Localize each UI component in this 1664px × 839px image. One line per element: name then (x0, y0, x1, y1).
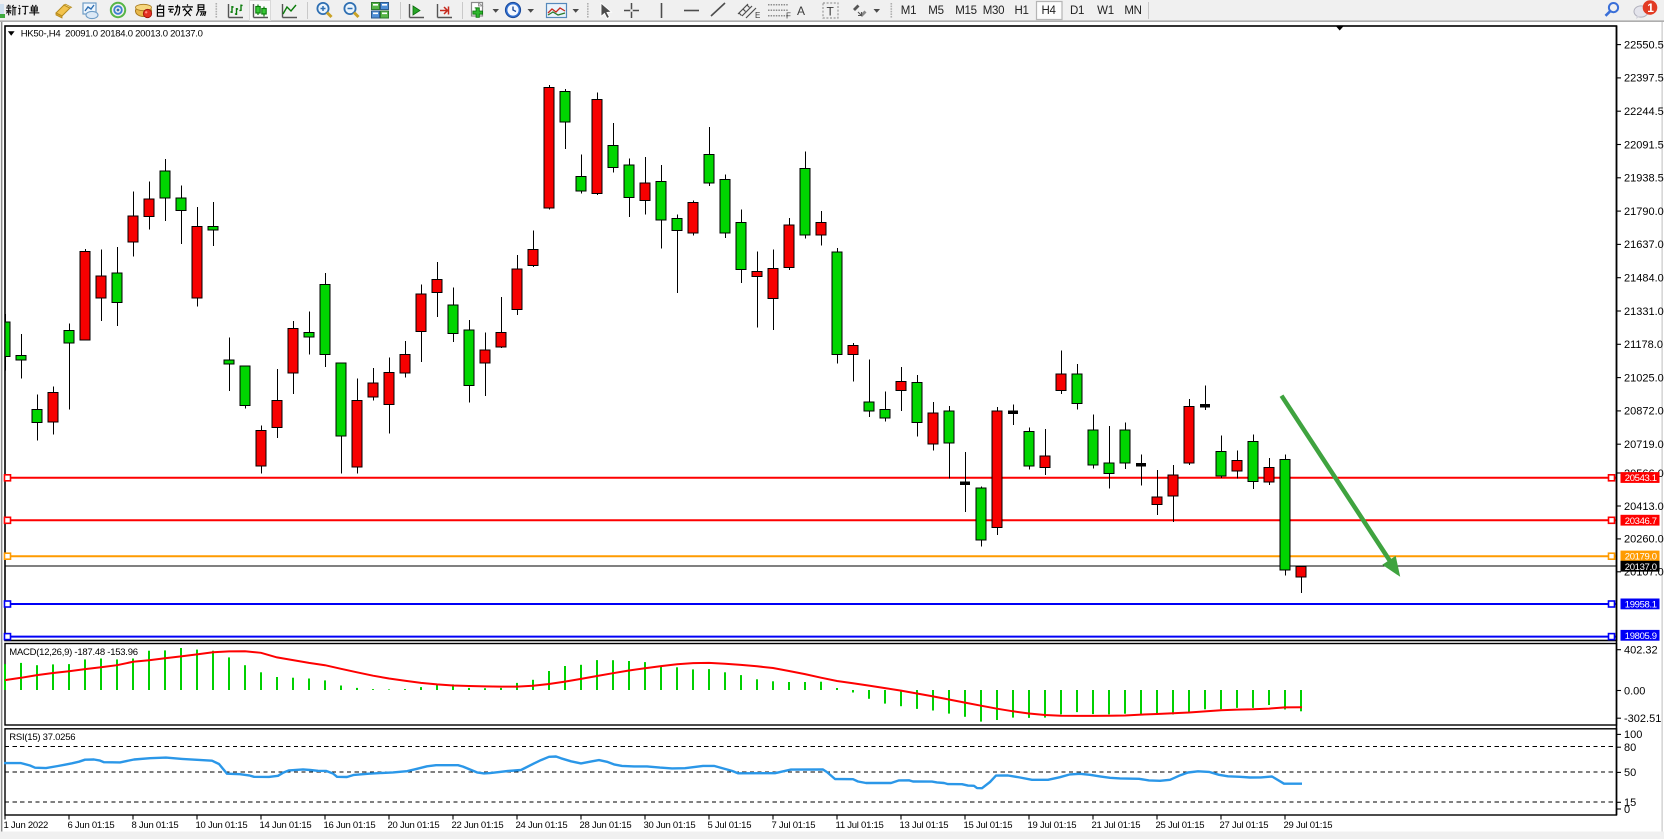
svg-text:22 Jun 01:15: 22 Jun 01:15 (452, 820, 504, 831)
svg-text:50: 50 (1624, 767, 1636, 779)
svg-text:0: 0 (1624, 804, 1630, 816)
svg-text:M1: M1 (901, 5, 916, 17)
svg-text:28 Jun 01:15: 28 Jun 01:15 (580, 820, 632, 831)
svg-text:29 Jul 01:15: 29 Jul 01:15 (1284, 820, 1333, 831)
svg-text:19958.1: 19958.1 (1625, 600, 1657, 611)
svg-text:6 Jun 01:15: 6 Jun 01:15 (68, 820, 115, 831)
svg-text:22397.5: 22397.5 (1624, 73, 1664, 85)
svg-text:24 Jun 01:15: 24 Jun 01:15 (516, 820, 568, 831)
svg-text:10 Jun 01:15: 10 Jun 01:15 (196, 820, 248, 831)
svg-text:30 Jun 01:15: 30 Jun 01:15 (644, 820, 696, 831)
svg-text:21637.0: 21637.0 (1624, 239, 1664, 251)
svg-text:20543.1: 20543.1 (1625, 473, 1657, 484)
svg-text:21790.0: 21790.0 (1624, 206, 1664, 218)
svg-text:20872.0: 20872.0 (1624, 406, 1664, 418)
svg-text:MN: MN (1124, 5, 1141, 17)
svg-text:21484.0: 21484.0 (1624, 273, 1664, 285)
svg-text:0.00: 0.00 (1624, 685, 1645, 697)
svg-text:15 Jul 01:15: 15 Jul 01:15 (964, 820, 1013, 831)
svg-text:21938.5: 21938.5 (1624, 173, 1664, 185)
svg-text:14 Jun 01:15: 14 Jun 01:15 (260, 820, 312, 831)
svg-text:H4: H4 (1041, 5, 1056, 17)
svg-text:80: 80 (1624, 742, 1636, 754)
svg-text:22244.5: 22244.5 (1624, 106, 1664, 118)
svg-text:1: 1 (1647, 1, 1654, 15)
svg-text:20413.0: 20413.0 (1624, 501, 1664, 513)
svg-text:8 Jun 01:15: 8 Jun 01:15 (132, 820, 179, 831)
svg-text:11 Jul 01:15: 11 Jul 01:15 (836, 820, 884, 831)
svg-text:21178.0: 21178.0 (1624, 339, 1663, 351)
svg-text:20 Jun 01:15: 20 Jun 01:15 (388, 820, 440, 831)
svg-text:402.32: 402.32 (1624, 645, 1658, 657)
svg-text:A: A (797, 4, 805, 18)
svg-text:W1: W1 (1097, 5, 1114, 17)
svg-text:20137.0: 20137.0 (1625, 562, 1657, 573)
svg-text:19 Jul 01:15: 19 Jul 01:15 (1028, 820, 1077, 831)
svg-text:M30: M30 (983, 5, 1004, 17)
svg-text:MACD(12,26,9) -187.48 -153.96: MACD(12,26,9) -187.48 -153.96 (9, 647, 137, 658)
svg-text:22550.5: 22550.5 (1624, 39, 1664, 51)
svg-text:20179.0: 20179.0 (1625, 552, 1657, 563)
svg-text:7 Jul 01:15: 7 Jul 01:15 (772, 820, 816, 831)
svg-text:100: 100 (1624, 729, 1642, 741)
svg-text:T: T (827, 5, 835, 19)
svg-text:H1: H1 (1014, 5, 1028, 17)
svg-text:19805.9: 19805.9 (1625, 631, 1657, 642)
svg-text:13 Jul 01:15: 13 Jul 01:15 (900, 820, 949, 831)
svg-text:20346.7: 20346.7 (1625, 516, 1657, 527)
svg-text:20260.0: 20260.0 (1624, 534, 1664, 546)
svg-text:HK50-,H4 20091.0 20184.0 2001: HK50-,H4 20091.0 20184.0 20013.0 20137.0 (21, 29, 203, 40)
svg-text:E: E (755, 11, 760, 20)
svg-text:RSI(15) 37.0256: RSI(15) 37.0256 (9, 732, 75, 743)
svg-text:25 Jul 01:15: 25 Jul 01:15 (1156, 820, 1205, 831)
svg-text:D1: D1 (1070, 5, 1084, 17)
svg-text:-302.51: -302.51 (1624, 713, 1661, 725)
svg-text:M15: M15 (955, 5, 976, 17)
svg-text:21 Jul 01:15: 21 Jul 01:15 (1092, 820, 1141, 831)
svg-text:M5: M5 (928, 5, 943, 17)
svg-text:22091.5: 22091.5 (1624, 139, 1664, 151)
svg-text:1 Jun 2022: 1 Jun 2022 (4, 820, 49, 831)
svg-text:27 Jul 01:15: 27 Jul 01:15 (1220, 820, 1269, 831)
svg-text:21331.0: 21331.0 (1624, 306, 1664, 318)
svg-text:5 Jul 01:15: 5 Jul 01:15 (708, 820, 752, 831)
svg-text:21025.0: 21025.0 (1624, 372, 1664, 384)
svg-text:15: 15 (1624, 797, 1636, 809)
svg-text:20719.0: 20719.0 (1624, 439, 1664, 451)
svg-text:F: F (786, 12, 791, 21)
svg-text:16 Jun 01:15: 16 Jun 01:15 (324, 820, 376, 831)
